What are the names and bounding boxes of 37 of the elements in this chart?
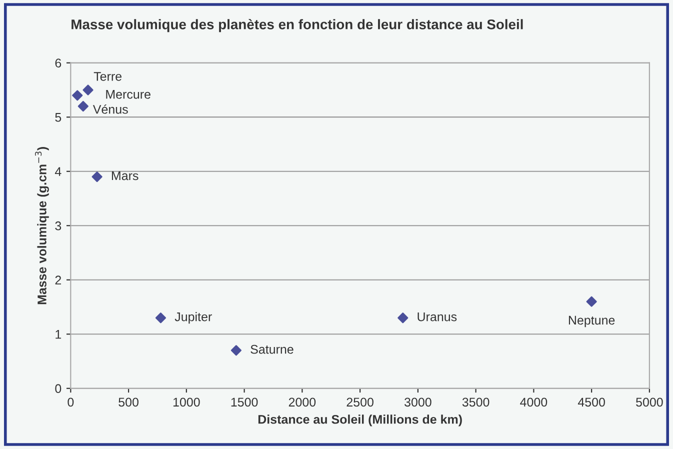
point — [72, 90, 83, 101]
x-axis-title: Distance au Soleil (Millions de km) — [258, 414, 462, 426]
point — [82, 84, 94, 96]
point — [155, 312, 166, 324]
y-tick-label: 6 — [55, 58, 62, 68]
x-tick-label: 4000 — [520, 398, 548, 407]
y-tick-label: 1 — [56, 330, 62, 339]
x-tick-label: 2500 — [346, 398, 374, 407]
x-tick-label: 0 — [68, 398, 74, 407]
x-tick-label: 1500 — [231, 398, 258, 407]
x-tick-label: 500 — [118, 398, 138, 407]
x-tick-label: 1000 — [173, 398, 200, 407]
y-axis-title: Masse volumique (g.cm$^{−3}$) — [35, 147, 49, 304]
annotation: Saturne — [250, 344, 294, 354]
y-tick-label: 2 — [55, 276, 62, 284]
x-tick-label: 3000 — [404, 398, 432, 407]
y-tick-label: 0 — [55, 384, 62, 394]
x-tick-label: 5000 — [636, 398, 663, 407]
annotation: Vénus — [92, 104, 128, 114]
x-tick-label: 2000 — [288, 398, 316, 407]
annotation: Uranus — [418, 312, 457, 322]
y-tick-label: 3 — [55, 221, 62, 230]
x-tick-label: 4500 — [578, 398, 605, 407]
y-tick-label: 5 — [55, 113, 62, 122]
annotation: Neptune — [568, 316, 615, 328]
annotation: Mars — [112, 171, 138, 180]
x-tick-label: 3500 — [462, 398, 490, 407]
annotation: Mercure — [106, 90, 150, 99]
point — [78, 100, 88, 112]
point — [398, 312, 408, 324]
annotation: Terre — [94, 72, 122, 81]
point — [586, 296, 597, 307]
annotation: Jupiter — [174, 312, 212, 324]
chart-title: Masse volumique des planètes en fonction de leur distance au Soleil — [72, 19, 523, 32]
point — [230, 345, 242, 356]
point — [92, 171, 102, 182]
y-tick-label: 4 — [54, 167, 62, 176]
